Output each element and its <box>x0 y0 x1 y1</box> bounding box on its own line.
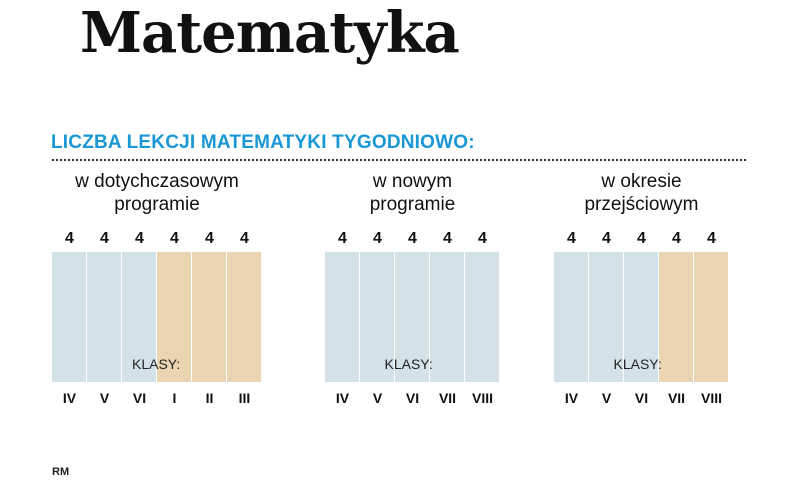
group-title: w dotychczasowym programie <box>52 170 262 216</box>
category-label: I <box>172 390 177 406</box>
value-label: 4 <box>100 230 109 247</box>
axis-label: KLASY: <box>132 356 181 372</box>
page-title: Matematyka <box>80 0 460 66</box>
value-label: 4 <box>408 230 417 247</box>
bar <box>395 252 429 382</box>
bar <box>52 252 86 382</box>
value-label: 4 <box>338 230 347 247</box>
group-title: w nowym programie <box>325 170 500 216</box>
value-label: 4 <box>373 230 382 247</box>
value-label: 4 <box>240 230 249 247</box>
group-title-line: w okresie <box>601 171 682 192</box>
bar <box>227 252 261 382</box>
group-title-line: w dotychczasowym <box>75 171 239 192</box>
category-label: V <box>99 390 110 406</box>
group-title: w okresie przejściowym <box>554 170 729 216</box>
value-label: 4 <box>672 230 681 247</box>
category-label: VII <box>438 390 457 406</box>
group-title-line: programie <box>114 194 200 215</box>
category-label: II <box>205 390 214 406</box>
value-label: 4 <box>478 230 487 247</box>
category-label: V <box>601 390 612 406</box>
group-title-line: programie <box>369 194 456 215</box>
bar <box>589 252 623 382</box>
bar <box>87 252 121 382</box>
value-label: 4 <box>602 230 611 247</box>
bar <box>360 252 394 382</box>
section-heading: LICZBA LEKCJI MATEMATYKI TYGODNIOWO: <box>51 132 475 153</box>
value-label: 4 <box>205 230 214 247</box>
group-title-line: przejściowym <box>584 194 699 215</box>
dotted-divider <box>52 159 746 161</box>
value-label: 4 <box>65 230 74 247</box>
value-label: 4 <box>637 230 646 247</box>
category-label: VI <box>634 390 649 406</box>
value-label: 4 <box>443 230 452 247</box>
category-label: IV <box>62 390 77 406</box>
category-label: VI <box>405 390 420 406</box>
bar <box>694 252 728 382</box>
group-title-line: w nowym <box>372 171 453 192</box>
bar <box>554 252 588 382</box>
value-label: 4 <box>135 230 144 247</box>
bar <box>122 252 156 382</box>
category-label: V <box>372 390 383 406</box>
category-label: VI <box>132 390 147 406</box>
category-label: IV <box>564 390 579 406</box>
bar <box>157 252 191 382</box>
bar <box>192 252 226 382</box>
bar <box>659 252 693 382</box>
credit: RM <box>52 466 70 478</box>
bar <box>430 252 464 382</box>
category-label: VIII <box>471 390 493 406</box>
category-label: VIII <box>700 390 722 406</box>
category-label: VII <box>667 390 686 406</box>
value-label: 4 <box>567 230 576 247</box>
value-label: 4 <box>170 230 179 247</box>
category-label: III <box>238 390 251 406</box>
category-label: IV <box>335 390 350 406</box>
value-label: 4 <box>707 230 716 247</box>
axis-label: KLASY: <box>384 356 433 372</box>
bar <box>465 252 499 382</box>
bar <box>624 252 658 382</box>
axis-label: KLASY: <box>613 356 662 372</box>
bar <box>325 252 359 382</box>
